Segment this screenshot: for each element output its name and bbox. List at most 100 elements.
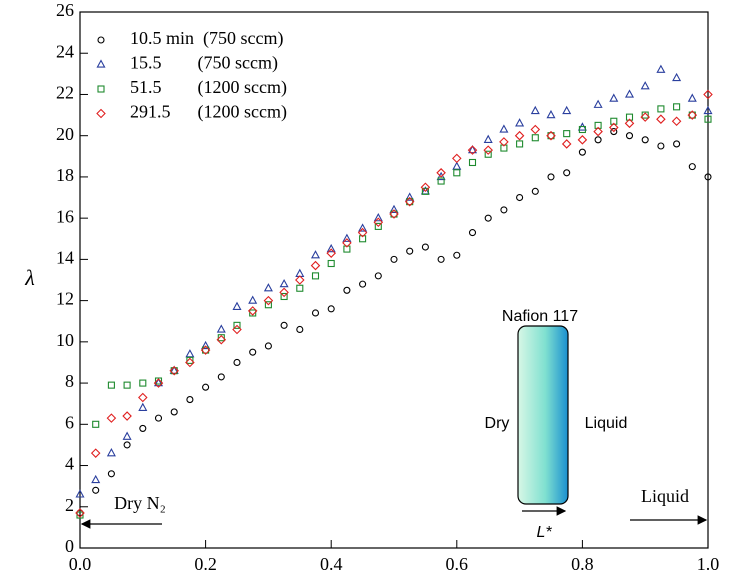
point [138,402,148,411]
point [295,275,305,285]
point [185,349,195,358]
point [342,238,352,248]
point [249,309,257,317]
point [311,309,320,317]
point [516,140,524,148]
y-tick-label: 16 [56,206,74,226]
point [656,114,666,124]
point [343,245,351,253]
legend-label: 15.5 (750 sccm) [130,53,278,74]
point [342,233,352,242]
point [186,356,194,364]
point [467,144,478,154]
legend-symbol [96,59,106,68]
point [233,321,241,329]
point [296,325,304,334]
point [91,474,101,484]
inset-right: Liquid [585,415,628,432]
point [92,420,100,428]
point [436,168,446,178]
point [92,486,100,494]
y-tick-label: 8 [65,371,74,391]
point [515,118,525,127]
point [624,89,635,98]
point [421,187,429,195]
point [170,367,178,375]
point [688,111,696,119]
point [406,247,414,255]
point [327,305,335,313]
point [704,115,712,123]
point [373,217,384,228]
point [406,198,414,206]
legend-label: 291.5 (1200 sccm) [130,102,287,123]
y-tick-label: 10 [56,330,74,350]
point [76,511,84,519]
point [561,139,572,149]
point [327,259,335,268]
point [201,340,211,350]
point [248,295,258,304]
point [688,163,696,171]
point [185,357,195,368]
point [405,192,415,201]
point [154,414,163,422]
point [484,150,492,158]
point [296,284,304,292]
point [673,103,681,111]
point [216,324,226,333]
point [673,140,681,148]
point [499,124,509,133]
y-tick-label: 6 [65,412,74,432]
point [106,413,117,423]
point [202,383,210,391]
legend-label: 10.5 min (750 sccm) [130,28,283,49]
point [217,373,225,381]
point [610,128,618,136]
y-tick-label: 0 [65,536,74,556]
point [202,346,210,354]
point [546,109,556,119]
point [280,292,288,301]
point [75,508,85,518]
point [279,287,289,298]
point [404,196,415,207]
point [436,171,446,181]
point [453,169,461,177]
point [483,145,493,155]
point [310,260,321,271]
point [326,248,336,258]
plot-frame [79,11,709,549]
point [390,210,398,218]
point [154,377,163,385]
point [671,116,682,127]
point [343,286,351,294]
inset-membrane [517,325,569,505]
point [357,227,368,238]
x-tick-label: 1.0 [697,554,720,574]
point [610,117,618,125]
point [374,222,382,230]
point [153,378,164,388]
point [264,301,272,309]
point [546,130,556,141]
point [641,136,649,144]
point [547,173,555,181]
point [249,348,257,356]
point [514,130,525,141]
y-tick-label: 22 [56,83,74,103]
point [563,130,571,138]
point [547,132,555,140]
point [499,137,509,147]
point [641,111,649,119]
point [593,99,603,108]
inset-left: Dry [485,415,510,432]
point [609,122,619,133]
legend-symbol [97,85,105,93]
point [500,206,508,214]
point [657,142,665,150]
inset-axis: L* [536,524,552,541]
point [106,448,116,457]
annotation: Dry N₂ [114,493,166,513]
